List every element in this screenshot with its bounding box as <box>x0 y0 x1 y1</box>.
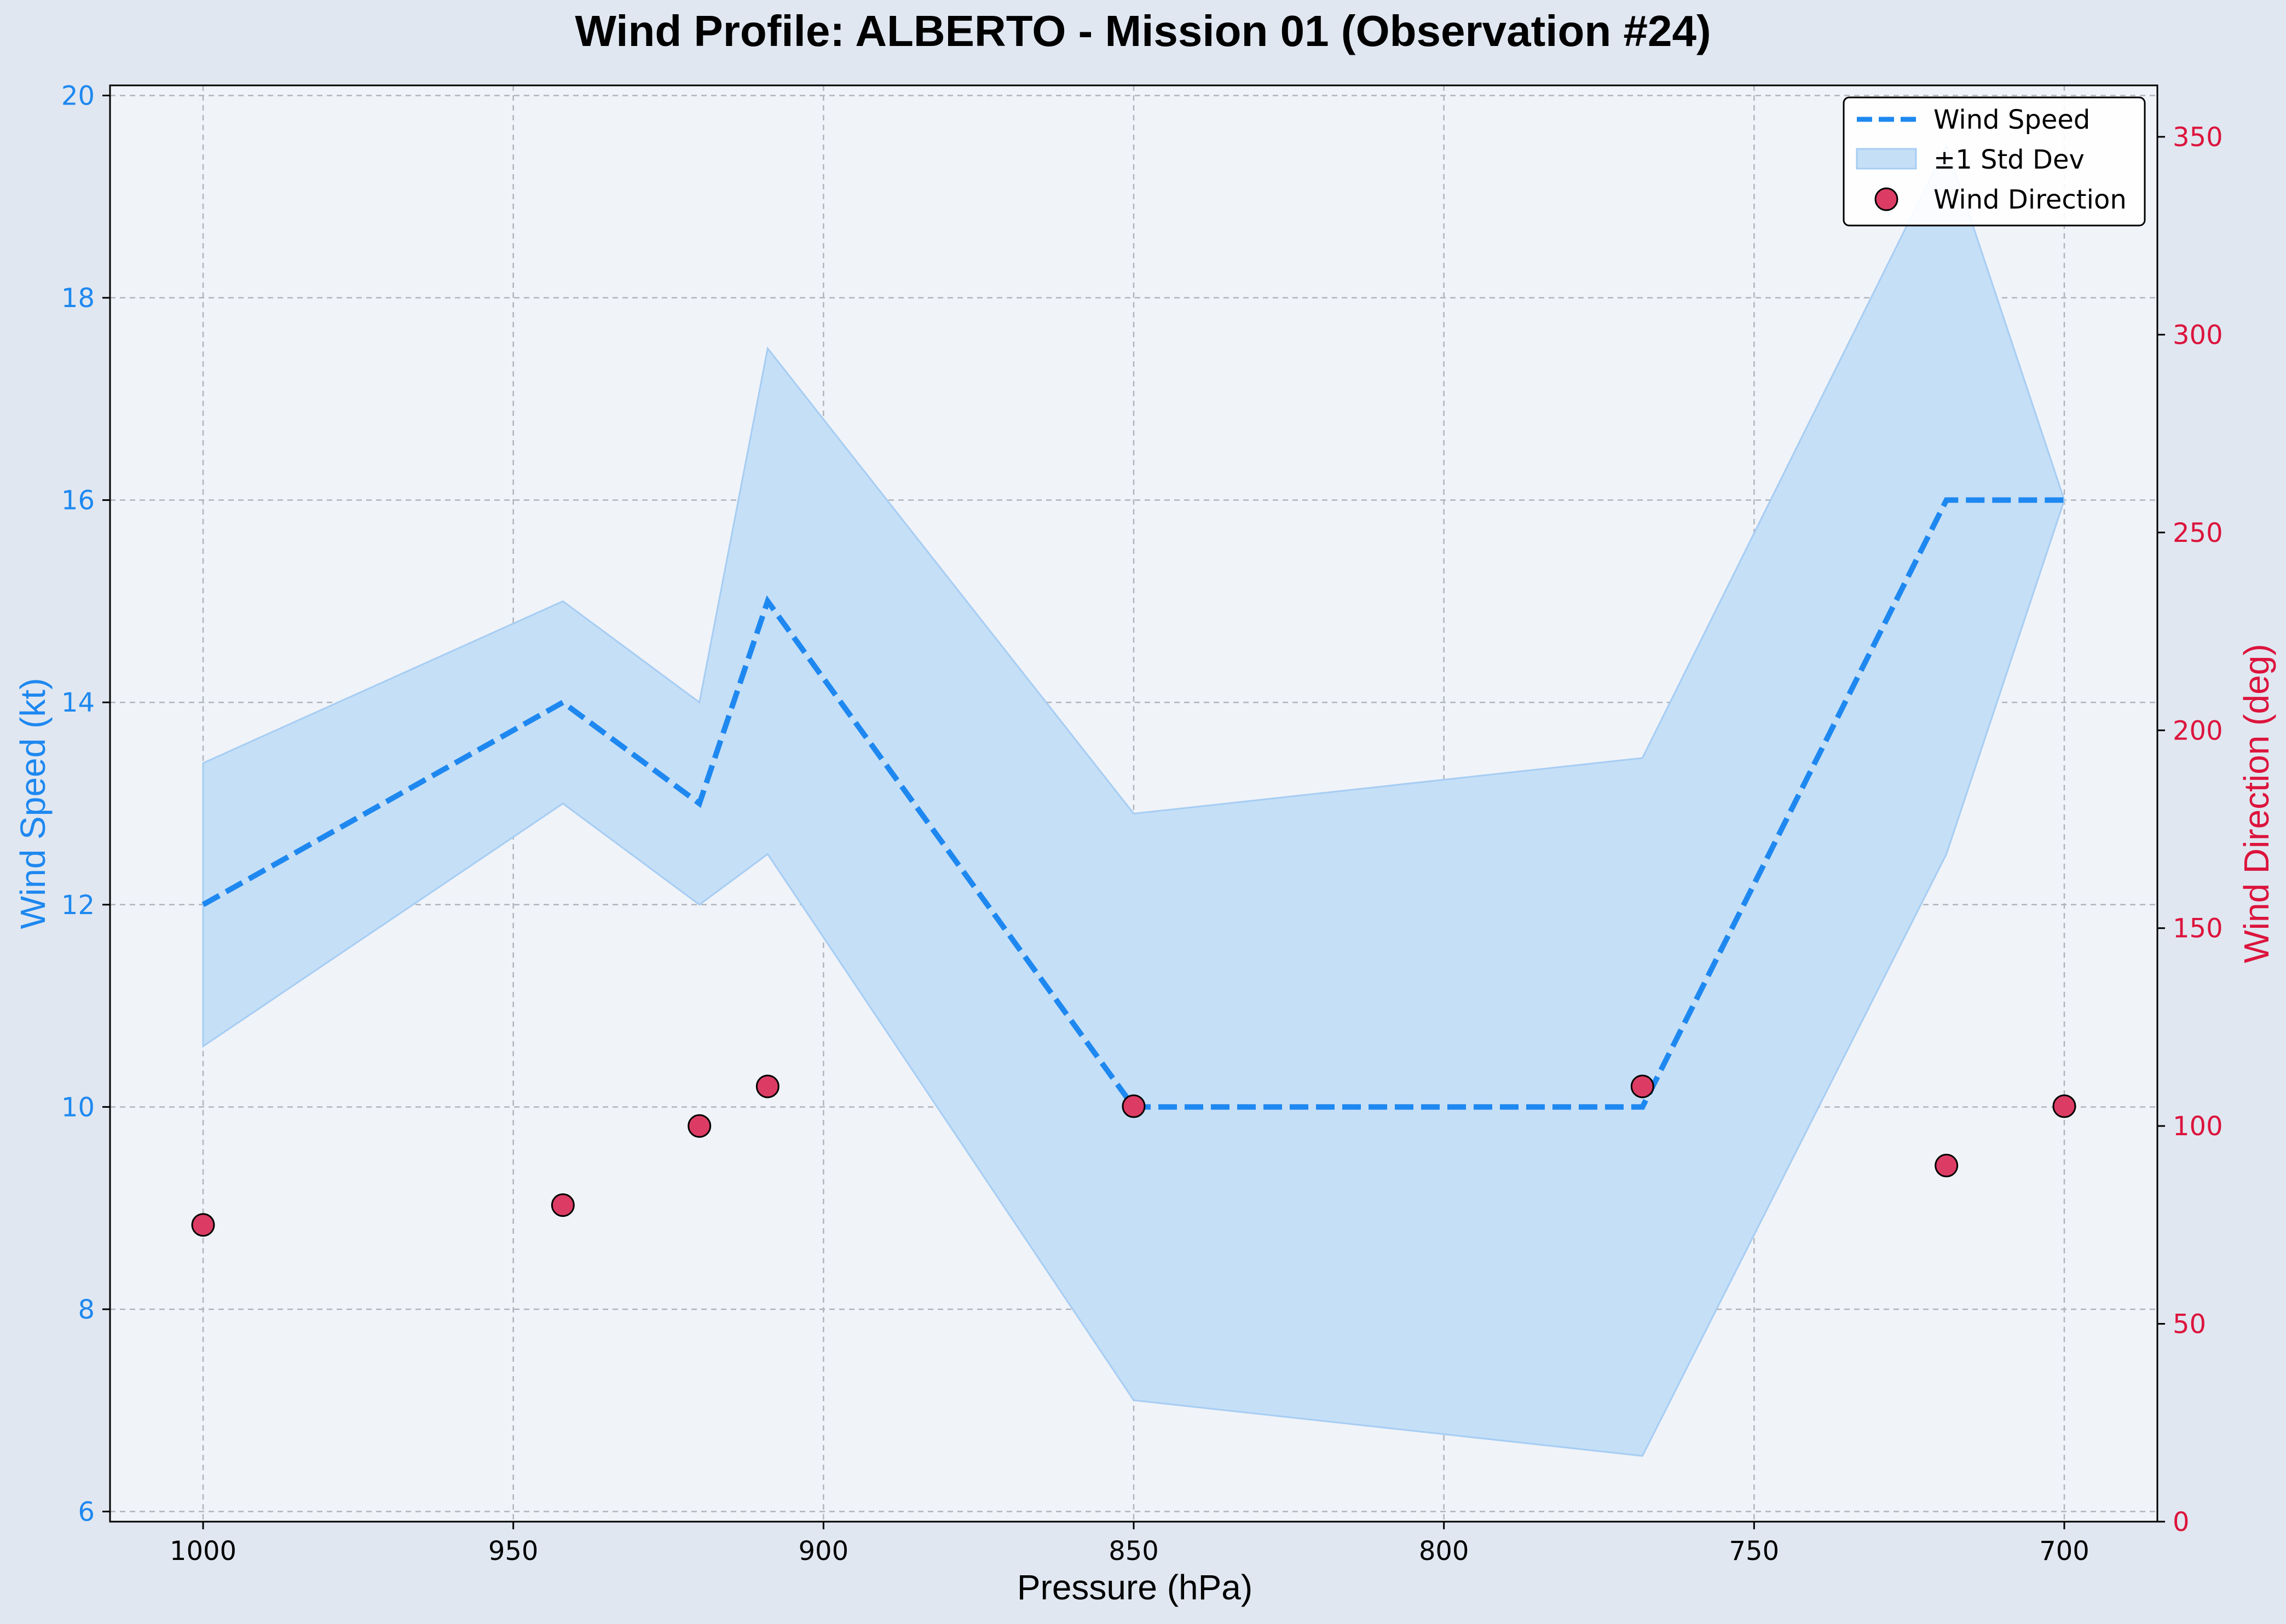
y-tick-label: 12 <box>61 890 95 921</box>
wind-direction-point <box>2052 1094 2076 1118</box>
wind-speed-line <box>201 497 2064 1110</box>
y-tick-label: 6 <box>78 1497 95 1528</box>
y2-tick-label: 100 <box>2173 1111 2223 1142</box>
y-tick-label: 10 <box>61 1092 95 1123</box>
legend-box <box>1843 96 2146 227</box>
legend-speed-label: Wind Speed <box>1933 105 2090 135</box>
legend-direction-label: Wind Direction <box>1933 184 2127 215</box>
legend-band-swatch <box>1856 148 1917 170</box>
legend-band-label: ±1 Std Dev <box>1933 145 2085 175</box>
x-tick-label: 700 <box>2039 1536 2089 1567</box>
y-tick-label: 18 <box>61 283 95 314</box>
wind-direction-point <box>551 1193 575 1217</box>
wind-direction-point <box>1122 1094 1146 1118</box>
wind-direction-point <box>1630 1074 1654 1099</box>
wind-direction-points <box>191 1074 2076 1237</box>
y2-tick-label: 350 <box>2173 122 2223 153</box>
y2-axis-ticks: 0 50 100 150 200 250 300 350 <box>2157 122 2223 1538</box>
x-axis-ticks: 1000 950 900 850 800 750 700 <box>170 1522 2089 1567</box>
x-tick-label: 900 <box>799 1536 849 1567</box>
y-tick-label: 8 <box>78 1294 95 1325</box>
y-axis-ticks: 6 8 10 12 14 16 18 20 <box>61 80 110 1528</box>
wind-direction-point <box>191 1213 215 1237</box>
y-tick-label: 20 <box>61 80 95 111</box>
y2-tick-label: 250 <box>2173 518 2223 548</box>
x-axis-label: Pressure (hPa) <box>1017 1568 1252 1607</box>
y2-tick-label: 150 <box>2173 914 2223 944</box>
y-axis-label: Wind Speed (kt) <box>13 678 53 929</box>
wind-direction-point <box>1935 1153 1959 1177</box>
wind-direction-point <box>688 1114 712 1138</box>
legend: Wind Speed ±1 Std Dev Wind Direction <box>1843 96 2146 227</box>
y-tick-label: 16 <box>61 486 95 516</box>
x-tick-label: 850 <box>1109 1536 1159 1567</box>
x-tick-label: 950 <box>488 1536 539 1567</box>
y2-tick-label: 0 <box>2173 1507 2190 1538</box>
y2-tick-label: 200 <box>2173 715 2223 746</box>
wind-direction-point <box>755 1074 780 1099</box>
y2-axis-label: Wind Direction (deg) <box>2237 644 2276 963</box>
y2-tick-label: 50 <box>2173 1309 2206 1340</box>
x-tick-label: 750 <box>1729 1536 1780 1567</box>
std-dev-band <box>202 143 2065 1457</box>
x-tick-label: 800 <box>1419 1536 1469 1567</box>
chart-title: Wind Profile: ALBERTO - Mission 01 (Obse… <box>575 7 1711 55</box>
y2-tick-label: 300 <box>2173 320 2223 350</box>
x-tick-label: 1000 <box>170 1536 236 1567</box>
y-tick-label: 14 <box>61 687 95 718</box>
legend-direction-swatch <box>1874 187 1898 211</box>
